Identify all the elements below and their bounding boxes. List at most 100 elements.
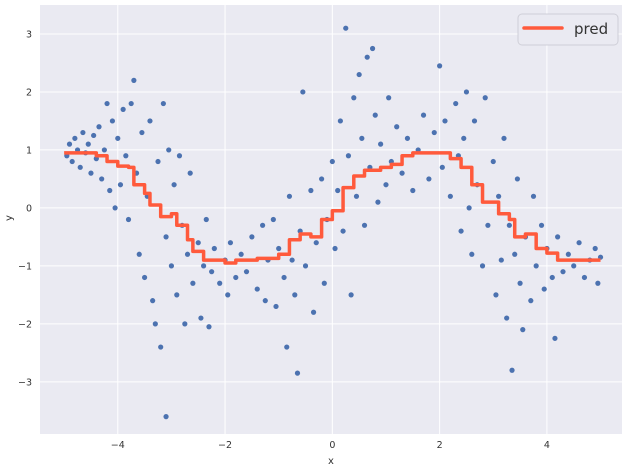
data-point [498, 257, 504, 263]
legend: pred [517, 13, 619, 46]
data-point [209, 269, 215, 275]
data-point [571, 263, 577, 269]
data-point [88, 170, 94, 176]
data-point [329, 158, 335, 165]
data-point [356, 71, 362, 78]
data-point [225, 292, 231, 298]
data-point [198, 315, 204, 321]
data-point [131, 77, 137, 83]
y-tick-label: 0 [26, 203, 32, 214]
data-point [471, 118, 478, 124]
data-point [190, 280, 196, 286]
data-point [136, 251, 142, 257]
data-point [386, 95, 392, 101]
data-point [227, 240, 234, 246]
data-point [533, 263, 539, 269]
data-point [595, 280, 601, 286]
data-point [174, 292, 180, 298]
data-point [254, 286, 260, 292]
data-point [168, 263, 175, 269]
data-point [300, 89, 306, 95]
y-tick-label: −3 [18, 377, 32, 388]
data-point [80, 129, 86, 136]
data-point [155, 158, 161, 165]
data-point [319, 176, 325, 182]
data-point [101, 147, 107, 153]
data-point [112, 205, 118, 211]
y-tick-label: −1 [18, 261, 32, 272]
x-tick-label: −2 [218, 440, 232, 451]
y-tick-label: 2 [26, 87, 32, 98]
data-point [217, 280, 223, 286]
data-point [125, 216, 132, 223]
x-tick-label: −4 [111, 440, 125, 451]
data-point [115, 135, 121, 141]
data-point [485, 222, 491, 228]
data-point [345, 153, 352, 159]
data-point [528, 298, 534, 304]
data-point [458, 228, 464, 234]
data-point [394, 124, 400, 130]
pred-line [64, 151, 601, 265]
x-tick-label: 4 [544, 440, 550, 451]
data-point [284, 344, 290, 350]
data-point [176, 153, 183, 159]
data-point [442, 118, 448, 124]
data-point [490, 158, 496, 165]
data-point [466, 205, 472, 211]
data-point [310, 309, 317, 315]
data-point [273, 303, 279, 310]
data-point [104, 100, 110, 107]
data-point [243, 269, 250, 275]
data-point [514, 176, 521, 182]
data-point [141, 274, 148, 281]
data-point [479, 263, 486, 269]
data-point [85, 141, 91, 147]
data-point [512, 251, 518, 257]
data-point [420, 112, 427, 118]
data-point [437, 63, 443, 69]
data-point [509, 367, 515, 373]
data-point [107, 187, 113, 194]
data-point [195, 240, 201, 246]
data-point [549, 274, 555, 281]
data-point [453, 100, 459, 107]
data-point [163, 414, 169, 420]
data-point [128, 100, 134, 107]
data-point [364, 54, 370, 60]
x-tick-label: 0 [329, 440, 335, 451]
x-tick-labels: −4 −2 0 2 4 [111, 440, 550, 451]
data-point [120, 106, 126, 112]
data-point [182, 321, 188, 327]
x-axis-label: x [328, 456, 334, 467]
data-point [447, 193, 453, 199]
data-point [249, 234, 255, 240]
data-point [66, 141, 73, 147]
data-point [348, 292, 354, 298]
data-point [372, 112, 378, 118]
data-point [461, 135, 467, 141]
data-point [313, 240, 319, 246]
data-point [203, 216, 209, 223]
data-point [541, 286, 547, 292]
data-point [270, 216, 276, 223]
data-point [463, 89, 470, 95]
data-point [399, 170, 405, 176]
data-point [201, 263, 207, 269]
y-tick-label: −2 [18, 319, 32, 330]
data-point [233, 274, 239, 281]
data-point [289, 257, 295, 263]
data-point [91, 132, 97, 139]
data-point [276, 245, 282, 252]
data-point [262, 298, 268, 304]
data-point [152, 321, 158, 327]
data-point [482, 95, 488, 101]
data-point [150, 298, 156, 304]
data-point [493, 292, 499, 298]
data-point [99, 176, 105, 182]
y-axis-label: y [4, 215, 15, 221]
data-point [281, 274, 287, 281]
data-point [581, 274, 588, 281]
data-point [308, 187, 314, 194]
